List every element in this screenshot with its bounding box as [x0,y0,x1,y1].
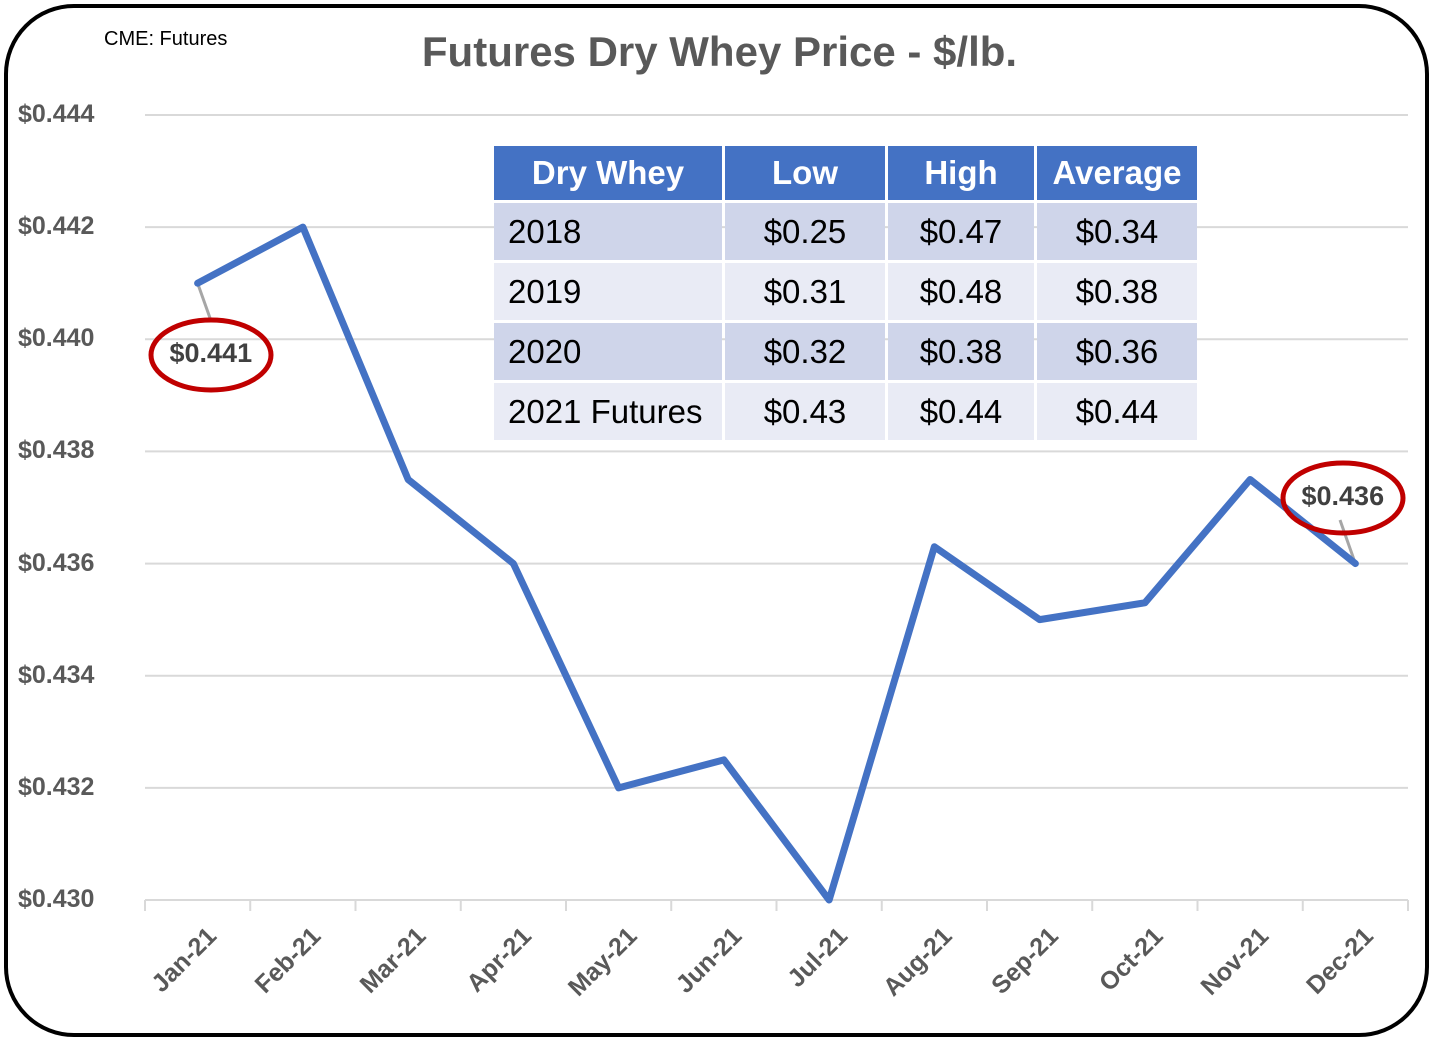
row-high: $0.38 [888,323,1034,380]
row-average: $0.44 [1037,383,1197,440]
row-high: $0.44 [888,383,1034,440]
dry-whey-stats-table: Dry Whey Low High Average 2018 $0.25 $0.… [491,143,1200,443]
chart-title-text: Futures Dry Whey Price - $/lb. [421,28,1018,75]
table-header-row: Dry Whey Low High Average [494,146,1197,200]
y-tick-label: $0.438 [18,436,95,465]
x-axis [144,900,1409,911]
header-low: Low [725,146,885,200]
leader-line [196,282,212,319]
y-tick-label: $0.444 [18,100,95,128]
y-tick-label: $0.434 [18,660,95,689]
header-average: Average [1037,146,1197,200]
header-dry-whey: Dry Whey [494,146,722,200]
row-year: 2021 Futures [494,383,722,440]
table-row: 2021 Futures $0.43 $0.44 $0.44 [494,383,1197,440]
row-high: $0.47 [888,203,1034,260]
row-low: $0.43 [725,383,885,440]
row-high: $0.48 [888,263,1034,320]
y-tick-label: $0.430 [18,885,95,913]
row-average: $0.38 [1037,263,1197,320]
row-low: $0.25 [725,203,885,260]
y-tick-label: $0.442 [18,212,95,241]
table-row: 2018 $0.25 $0.47 $0.34 [494,203,1197,260]
source-note: CME: Futures [104,28,228,50]
highlight-ellipses [148,317,1406,536]
row-average: $0.34 [1037,203,1197,260]
y-tick-label: $0.432 [18,772,95,801]
row-low: $0.31 [725,263,885,320]
row-year: 2019 [494,263,722,320]
leader-line [1338,519,1357,565]
data-label: $0.436 [1301,481,1385,511]
y-tick-label: $0.440 [18,324,95,353]
y-tick-label: $0.436 [18,548,95,577]
highlight-ellipse [1280,460,1406,536]
row-year: 2020 [494,323,722,380]
header-high: High [888,146,1034,200]
chart-title: Futures Dry Whey Price - $/lb. [0,28,1437,76]
highlight-ellipse [148,317,274,393]
table-row: 2020 $0.32 $0.38 $0.36 [494,323,1197,380]
table-row: 2019 $0.31 $0.48 $0.38 [494,263,1197,320]
data-label: $0.441 [169,338,253,368]
row-year: 2018 [494,203,722,260]
row-low: $0.32 [725,323,885,380]
row-average: $0.36 [1037,323,1197,380]
leader-lines [196,282,1357,565]
price-line [194,223,1359,904]
